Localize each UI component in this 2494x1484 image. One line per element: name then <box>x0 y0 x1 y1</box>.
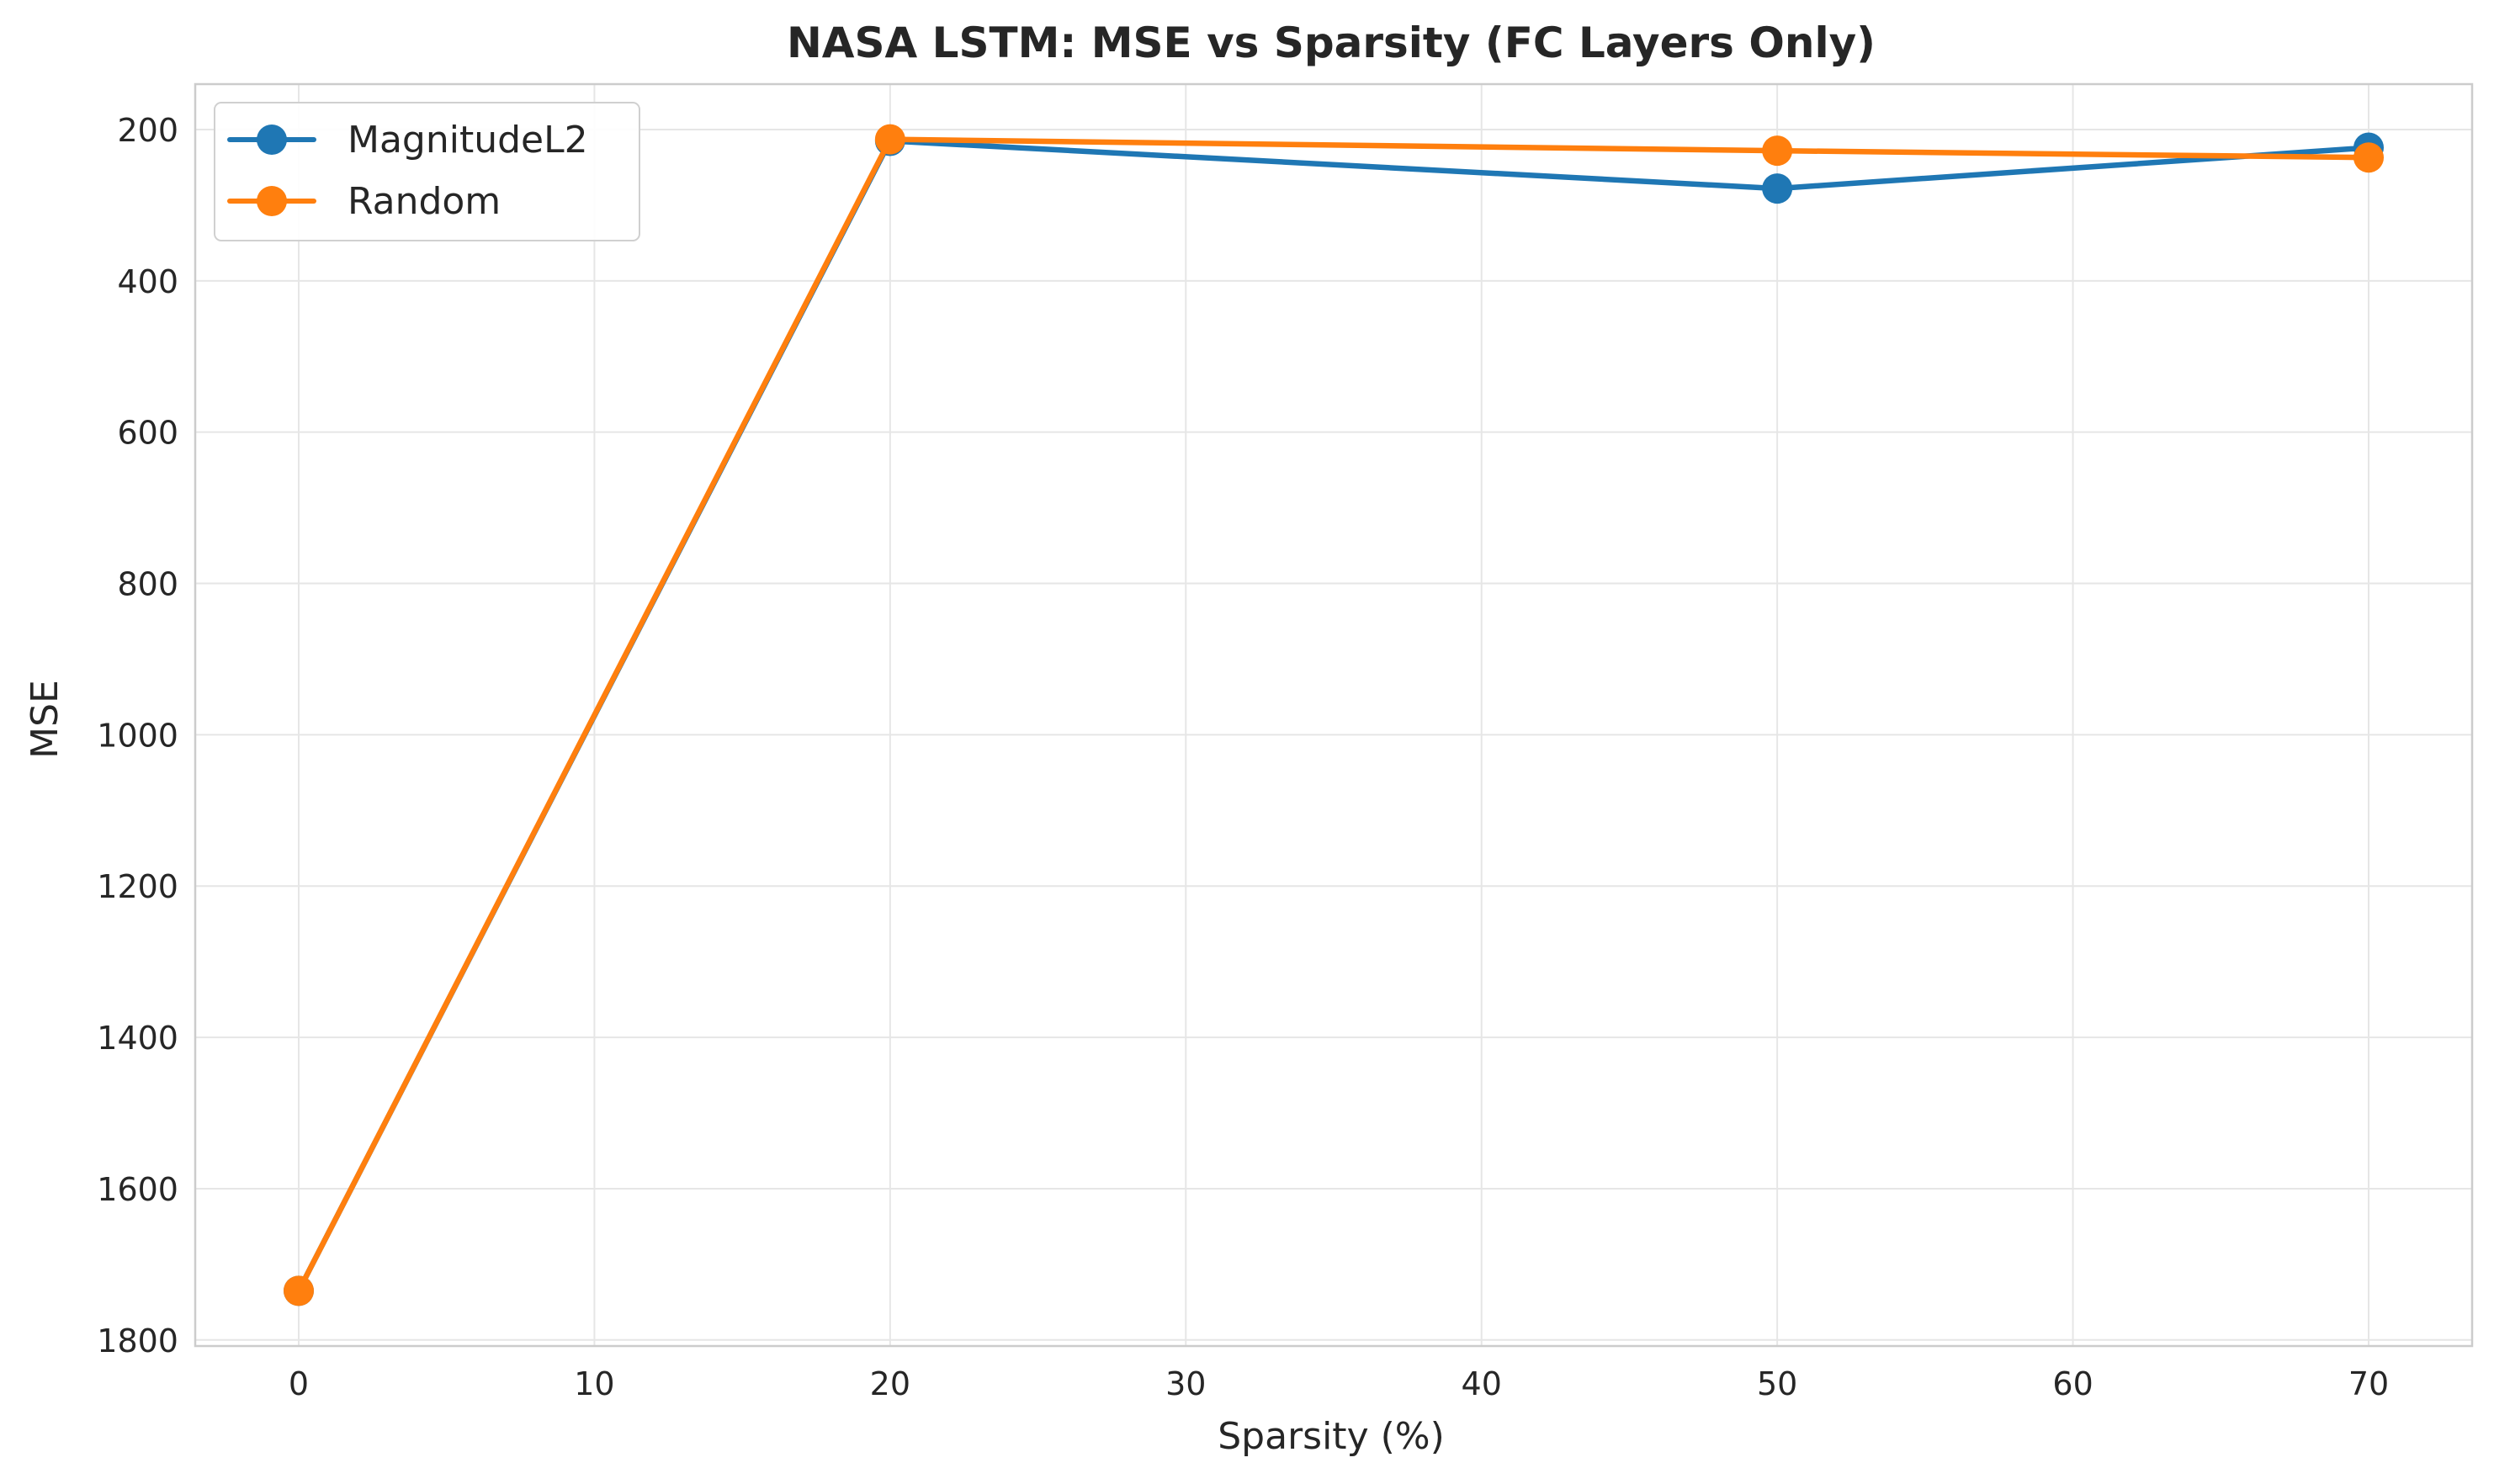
x-tick-label: 40 <box>1462 1365 1502 1402</box>
x-tick-label: 60 <box>2052 1365 2093 1402</box>
y-axis-label: MSE <box>24 680 66 759</box>
y-tick-label: 200 <box>117 112 178 149</box>
data-point-magnitudel2 <box>1762 173 1793 204</box>
legend: MagnitudeL2 Random <box>214 102 640 241</box>
legend-marker-random <box>257 186 287 216</box>
series-layer <box>284 124 2384 1306</box>
x-tick-label: 50 <box>1757 1365 1797 1402</box>
x-tick-label: 20 <box>870 1365 910 1402</box>
legend-marker-magnitudel2 <box>257 125 287 155</box>
y-tick-label: 1800 <box>97 1322 178 1359</box>
y-tick-label: 1000 <box>97 717 178 754</box>
legend-label-magnitudel2: MagnitudeL2 <box>348 119 588 162</box>
data-point-random <box>284 1275 314 1306</box>
y-tick-label: 400 <box>117 263 178 300</box>
tick-labels: 0 10 20 30 40 50 60 70 200 400 600 800 1000 1200 1400 1… <box>97 112 2389 1402</box>
chart-title: NASA LSTM: MSE vs Sparsity (FC Layers On… <box>787 19 1876 67</box>
x-axis-label: Sparsity (%) <box>1218 1415 1444 1458</box>
data-point-random <box>1762 135 1793 167</box>
x-tick-label: 0 <box>289 1365 309 1402</box>
data-point-random <box>874 124 905 155</box>
plot-area-border <box>194 82 2474 1348</box>
plot-frame <box>194 82 2474 1348</box>
y-tick-label: 1200 <box>97 868 178 905</box>
x-tick-label: 10 <box>574 1365 614 1402</box>
y-tick-label: 1600 <box>97 1171 178 1208</box>
legend-label-random: Random <box>348 180 501 223</box>
y-tick-label: 600 <box>117 415 178 452</box>
x-tick-label: 30 <box>1165 1365 1206 1402</box>
x-tick-label: 70 <box>2348 1365 2389 1402</box>
legend-box <box>214 102 640 241</box>
y-tick-label: 800 <box>117 566 178 603</box>
y-tick-label: 1400 <box>97 1020 178 1057</box>
data-point-random <box>2353 142 2384 173</box>
series-line-random <box>295 136 2372 1294</box>
